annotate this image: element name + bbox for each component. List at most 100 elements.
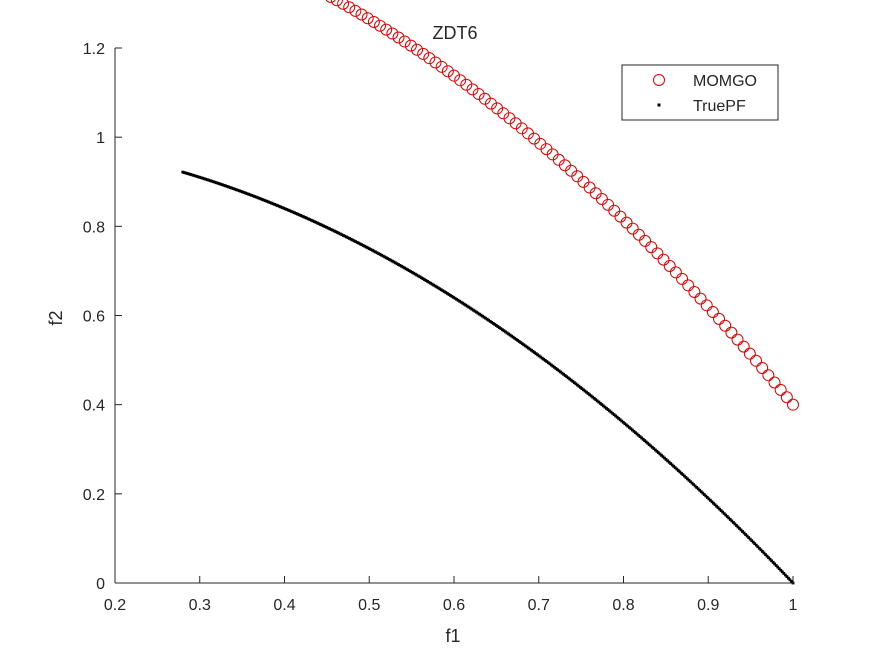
data-point-truepf [606, 408, 610, 411]
data-point-truepf [439, 288, 443, 292]
data-point-truepf [202, 177, 206, 181]
data-point-truepf [753, 542, 757, 546]
data-point-truepf [445, 292, 449, 295]
data-point-truepf [520, 342, 524, 346]
data-point-truepf [692, 483, 695, 486]
data-point-truepf [534, 352, 538, 356]
data-point-momgo [632, 228, 645, 241]
data-point-truepf [701, 491, 705, 495]
data-point-truepf [782, 571, 786, 575]
data-point-truepf [383, 255, 387, 259]
data-point-truepf [323, 225, 327, 228]
data-point-truepf [433, 284, 437, 288]
data-point-momgo [417, 47, 430, 60]
data-point-momgo [367, 15, 380, 28]
data-point-truepf [597, 400, 601, 404]
data-point-truepf [436, 286, 440, 290]
data-point-truepf [787, 576, 790, 580]
data-point-truepf [771, 560, 775, 564]
data-point-truepf [286, 208, 290, 212]
data-point-truepf [308, 218, 312, 221]
data-point-truepf [471, 308, 475, 312]
y-tick-label: 0.8 [83, 219, 105, 236]
data-point-truepf [562, 372, 566, 376]
data-point-truepf [536, 353, 540, 357]
data-point-truepf [204, 177, 208, 181]
data-point-truepf [374, 250, 377, 254]
data-point-truepf [271, 202, 275, 206]
data-point-truepf [669, 462, 673, 465]
data-point-truepf [196, 175, 200, 179]
data-point-truepf [198, 175, 202, 179]
data-point-truepf [709, 498, 712, 502]
data-point-truepf [615, 415, 619, 419]
data-point-truepf [201, 176, 205, 180]
data-point-truepf [580, 387, 584, 391]
data-point-truepf [187, 172, 191, 176]
data-point-truepf [429, 281, 432, 285]
data-point-truepf [525, 345, 529, 349]
data-point-truepf [285, 208, 289, 211]
data-point-momgo [663, 260, 676, 273]
data-point-momgo [750, 354, 763, 367]
data-point-truepf [672, 464, 676, 468]
x-tick-label: 0.8 [612, 597, 634, 614]
data-point-truepf [262, 198, 266, 202]
data-point-truepf [508, 333, 512, 337]
data-point-truepf [184, 171, 188, 175]
data-point-truepf [635, 432, 639, 436]
data-point-truepf [762, 551, 766, 555]
data-point-momgo [688, 285, 701, 298]
data-point-truepf [326, 226, 330, 230]
data-point-truepf [502, 329, 506, 333]
data-point-truepf [218, 182, 221, 186]
data-point-truepf [742, 531, 746, 535]
data-point-truepf [579, 385, 582, 389]
data-point-truepf [487, 318, 491, 322]
data-point-truepf [189, 173, 192, 176]
data-point-truepf [319, 223, 322, 226]
data-point-truepf [412, 271, 416, 275]
data-point-truepf [478, 312, 481, 316]
data-point-truepf [505, 331, 509, 335]
data-point-truepf [736, 525, 740, 529]
data-point-truepf [322, 224, 325, 228]
data-point-truepf [462, 302, 466, 306]
data-point-truepf [224, 184, 228, 188]
data-point-momgo [398, 35, 411, 48]
data-point-truepf [764, 553, 767, 556]
x-tick-label: 0.4 [273, 597, 295, 614]
data-point-truepf [689, 480, 692, 484]
data-point-truepf [744, 533, 747, 536]
data-point-momgo [756, 361, 769, 374]
data-point-momgo [478, 92, 491, 105]
data-point-truepf [340, 233, 344, 237]
data-point-truepf [234, 188, 238, 192]
data-point-momgo [651, 247, 664, 260]
data-point-momgo [423, 52, 436, 65]
legend-marker-truepf [657, 103, 661, 107]
data-point-truepf [317, 222, 321, 226]
data-point-truepf [790, 579, 793, 583]
data-point-truepf [571, 380, 575, 383]
data-point-truepf [291, 210, 295, 214]
data-point-truepf [724, 513, 728, 517]
data-point-truepf [783, 573, 787, 577]
data-point-truepf [643, 439, 647, 442]
data-point-truepf [531, 350, 535, 353]
data-point-truepf [667, 460, 671, 464]
data-point-truepf [293, 211, 296, 215]
data-point-truepf [476, 311, 480, 315]
data-point-truepf [393, 261, 397, 265]
data-point-truepf [458, 299, 462, 303]
data-point-truepf [421, 277, 425, 281]
data-point-truepf [748, 537, 752, 541]
data-point-momgo [435, 60, 448, 73]
data-point-momgo [325, 0, 336, 3]
data-point-momgo [337, 0, 350, 10]
data-point-truepf [751, 540, 755, 544]
data-point-truepf [629, 427, 633, 431]
data-point-truepf [516, 339, 520, 342]
data-point-truepf [444, 291, 448, 294]
data-point-truepf [254, 195, 258, 199]
